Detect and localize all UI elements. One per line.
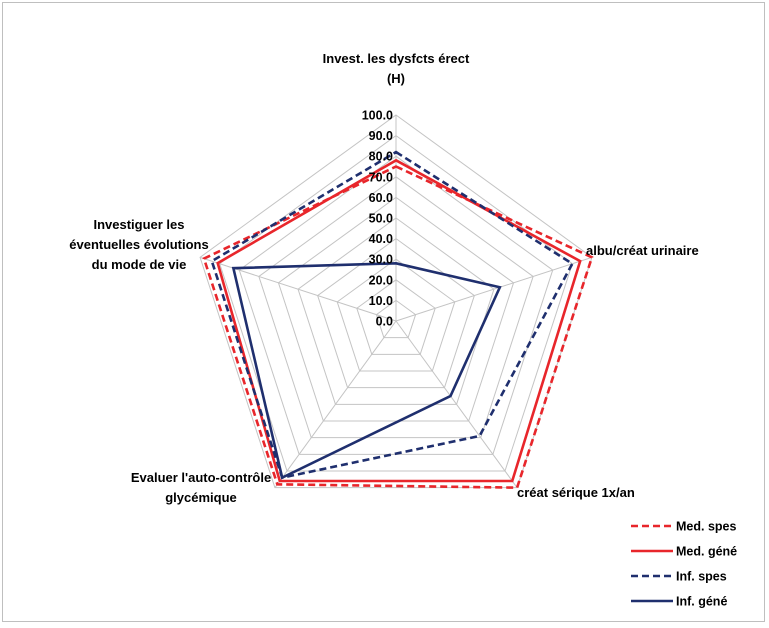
spoke-3 xyxy=(274,320,397,488)
series-line-3 xyxy=(231,262,502,480)
axis-label-1: albu/créat urinaire xyxy=(586,243,699,258)
axis-label-layer: Invest. les dysfcts érect (H) albu/créat u… xyxy=(69,51,698,505)
radar-chart: 0.0 10.0 20.0 30.0 40.0 50.0 60.0 70.0 80.0 90.0 1… xyxy=(69,51,737,609)
spoke-2 xyxy=(395,320,518,488)
axis-label-3: Evaluer l'auto-contrôle glycémique xyxy=(131,470,271,505)
tick-label: 100.0 xyxy=(362,109,393,123)
tick-label: 30.0 xyxy=(369,253,393,267)
grid-layer xyxy=(199,114,593,489)
tick-label: 40.0 xyxy=(369,232,393,246)
legend: Med. spes Med. géné Inf. spes Inf. géné xyxy=(631,520,737,609)
tick-label: 0.0 xyxy=(376,315,393,329)
grid-ring-40 xyxy=(317,237,475,389)
axis-label-0: Invest. les dysfcts érect (H) xyxy=(323,51,470,86)
tick-label: 60.0 xyxy=(369,191,393,205)
tick-layer: 0.0 10.0 20.0 30.0 40.0 50.0 60.0 70.0 80.0 90.0 1… xyxy=(362,109,393,329)
series-line-1 xyxy=(216,158,582,483)
grid-ring-30 xyxy=(336,258,456,372)
legend-label-3: Inf. géné xyxy=(676,595,727,609)
tick-label: 50.0 xyxy=(369,212,393,226)
tick-label: 80.0 xyxy=(369,150,393,164)
grid-ring-90 xyxy=(219,134,573,472)
legend-label-1: Med. géné xyxy=(676,545,737,559)
series-line-2 xyxy=(210,150,575,480)
grid-ring-10 xyxy=(375,299,417,339)
grid-ring-50 xyxy=(297,217,495,405)
legend-label-0: Med. spes xyxy=(676,520,736,534)
tick-label: 20.0 xyxy=(369,273,393,287)
legend-label-2: Inf. spes xyxy=(676,570,727,584)
tick-label: 10.0 xyxy=(369,294,393,308)
grid-ring-20 xyxy=(356,279,436,355)
tick-label: 90.0 xyxy=(369,129,393,143)
grid-ring-70 xyxy=(258,176,534,439)
axis-label-2: créat sérique 1x/an xyxy=(517,485,635,500)
series-line-0 xyxy=(202,165,594,489)
chart-frame: 0.0 10.0 20.0 30.0 40.0 50.0 60.0 70.0 80.0 90.0 1… xyxy=(2,2,765,622)
axis-label-4: Investiguer les éventuelles évolutions du … xyxy=(69,217,208,272)
grid-ring-100 xyxy=(199,114,593,489)
tick-label: 70.0 xyxy=(369,170,393,184)
series-layer xyxy=(202,150,594,489)
spoke-1 xyxy=(395,256,593,322)
